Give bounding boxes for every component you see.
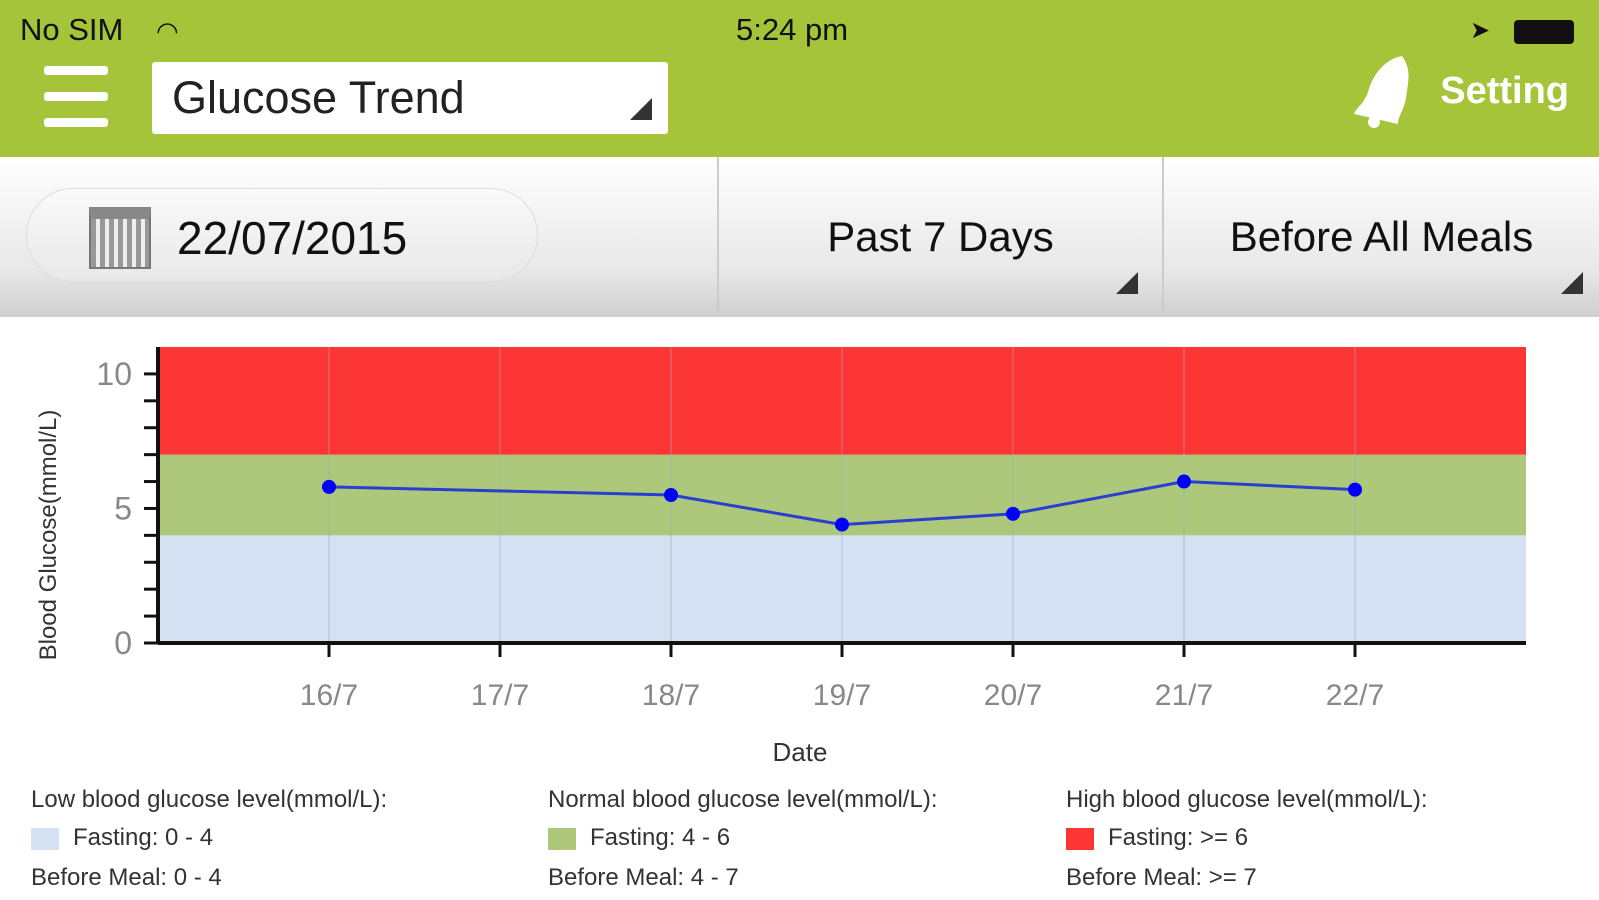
date-picker[interactable]: 22/07/2015 — [26, 188, 538, 282]
legend-fasting-label: Fasting: 4 - 6 — [590, 824, 731, 851]
y-tick-label: 5 — [114, 490, 132, 526]
legend-fasting: Fasting: >= 6 — [1066, 824, 1248, 852]
y-tick-label: 10 — [96, 356, 132, 392]
legend-before-meal: Before Meal: 0 - 4 — [31, 864, 222, 891]
data-point — [322, 479, 336, 494]
dropdown-corner-icon — [630, 98, 652, 120]
legend-swatch — [548, 827, 576, 850]
legend-swatch — [31, 827, 59, 850]
view-selector[interactable]: Glucose Trend — [152, 62, 668, 134]
legend-title: Normal blood glucose level(mmol/L): — [548, 786, 938, 813]
x-tick-label: 20/7 — [984, 679, 1042, 712]
meal-label: Before All Meals — [1229, 213, 1534, 260]
clock: 5:24 pm — [736, 12, 849, 47]
setting-button[interactable]: Setting — [1440, 70, 1569, 112]
glucose-chart: 16/7 17/7 18/7 19/7 20/7 21/7 22/7 0 5 10 Date Bl… — [35, 347, 1526, 767]
location-icon: ➤ — [1470, 17, 1491, 44]
data-point — [1348, 482, 1362, 497]
legend-fasting: Fasting: 4 - 6 — [548, 824, 730, 852]
wifi-icon: ◠ — [156, 16, 179, 46]
bell-icon[interactable] — [1352, 52, 1414, 128]
legend-fasting: Fasting: 0 - 4 — [31, 824, 213, 852]
x-tick-label: 16/7 — [300, 679, 358, 712]
dropdown-corner-icon — [1561, 272, 1583, 294]
legend-fasting-label: Fasting: >= 6 — [1108, 824, 1249, 851]
y-tick-label: 0 — [114, 625, 132, 661]
x-tick-label: 21/7 — [1155, 679, 1213, 712]
period-dropdown[interactable]: Past 7 Days — [717, 157, 1162, 312]
x-tick-label: 22/7 — [1326, 679, 1384, 712]
data-point — [1006, 506, 1020, 521]
view-selector-label: Glucose Trend — [172, 72, 465, 123]
legend-before-meal: Before Meal: >= 7 — [1066, 864, 1257, 891]
period-label: Past 7 Days — [827, 213, 1054, 260]
x-axis-title: Date — [773, 737, 828, 767]
series-line — [328, 480, 1356, 527]
legend-title: Low blood glucose level(mmol/L): — [31, 786, 388, 813]
legend-fasting-label: Fasting: 0 - 4 — [73, 824, 214, 851]
carrier-label: No SIM — [20, 12, 124, 47]
date-value: 22/07/2015 — [177, 212, 408, 264]
x-tick-label: 18/7 — [642, 679, 700, 712]
legend-swatch — [1066, 827, 1094, 850]
data-point — [1177, 474, 1191, 489]
meal-dropdown[interactable]: Before All Meals — [1162, 157, 1599, 312]
battery-icon — [1514, 20, 1574, 44]
calendar-icon — [89, 207, 151, 269]
legend-before-meal: Before Meal: 4 - 7 — [548, 864, 739, 891]
data-point — [835, 517, 849, 532]
x-tick-label: 17/7 — [471, 679, 529, 712]
x-tick-label: 19/7 — [813, 679, 871, 712]
legend-title: High blood glucose level(mmol/L): — [1066, 786, 1428, 813]
dropdown-corner-icon — [1116, 272, 1138, 294]
menu-icon[interactable] — [44, 66, 108, 128]
data-point — [664, 488, 678, 502]
y-axis-title: Blood Glucose(mmol/L) — [35, 410, 62, 661]
